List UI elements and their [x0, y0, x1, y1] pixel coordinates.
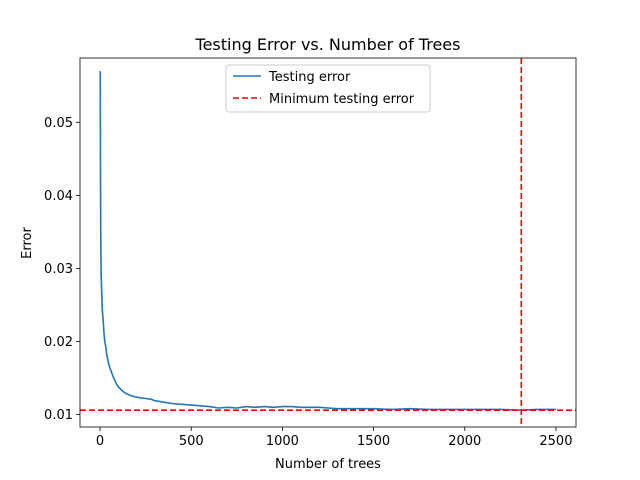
y-tick-label: 0.05 — [44, 116, 73, 131]
legend-box — [225, 64, 431, 113]
plot-area — [79, 57, 577, 428]
y-axis: 0.01 0.02 0.03 0.04 0.05 — [44, 116, 80, 423]
x-tick-label: 1000 — [266, 434, 299, 449]
x-axis-label: Number of trees — [275, 457, 381, 472]
legend-label-testing-error: Testing error — [268, 70, 351, 85]
plot-background — [80, 58, 576, 427]
y-tick-label: 0.02 — [44, 335, 73, 350]
y-tick-label: 0.04 — [44, 189, 73, 204]
y-tick-label: 0.01 — [44, 408, 73, 423]
chart-title: Testing Error vs. Number of Trees — [195, 35, 461, 54]
legend: Testing error Minimum testing error — [225, 64, 431, 113]
x-tick-label: 1500 — [357, 434, 390, 449]
testing-error-line — [99, 71, 556, 411]
x-axis: 0 500 1000 1500 2000 2500 — [96, 427, 572, 449]
plot-frame — [79, 57, 577, 428]
x-tick-label: 0 — [96, 434, 104, 449]
x-tick-label: 500 — [179, 434, 204, 449]
x-tick-label: 2000 — [448, 434, 481, 449]
y-tick-label: 0.03 — [44, 262, 73, 277]
x-tick-label: 2500 — [539, 434, 572, 449]
data-layer — [80, 58, 576, 427]
legend-label-minimum-testing-error: Minimum testing error — [269, 92, 415, 107]
y-axis-label: Error — [20, 227, 35, 259]
